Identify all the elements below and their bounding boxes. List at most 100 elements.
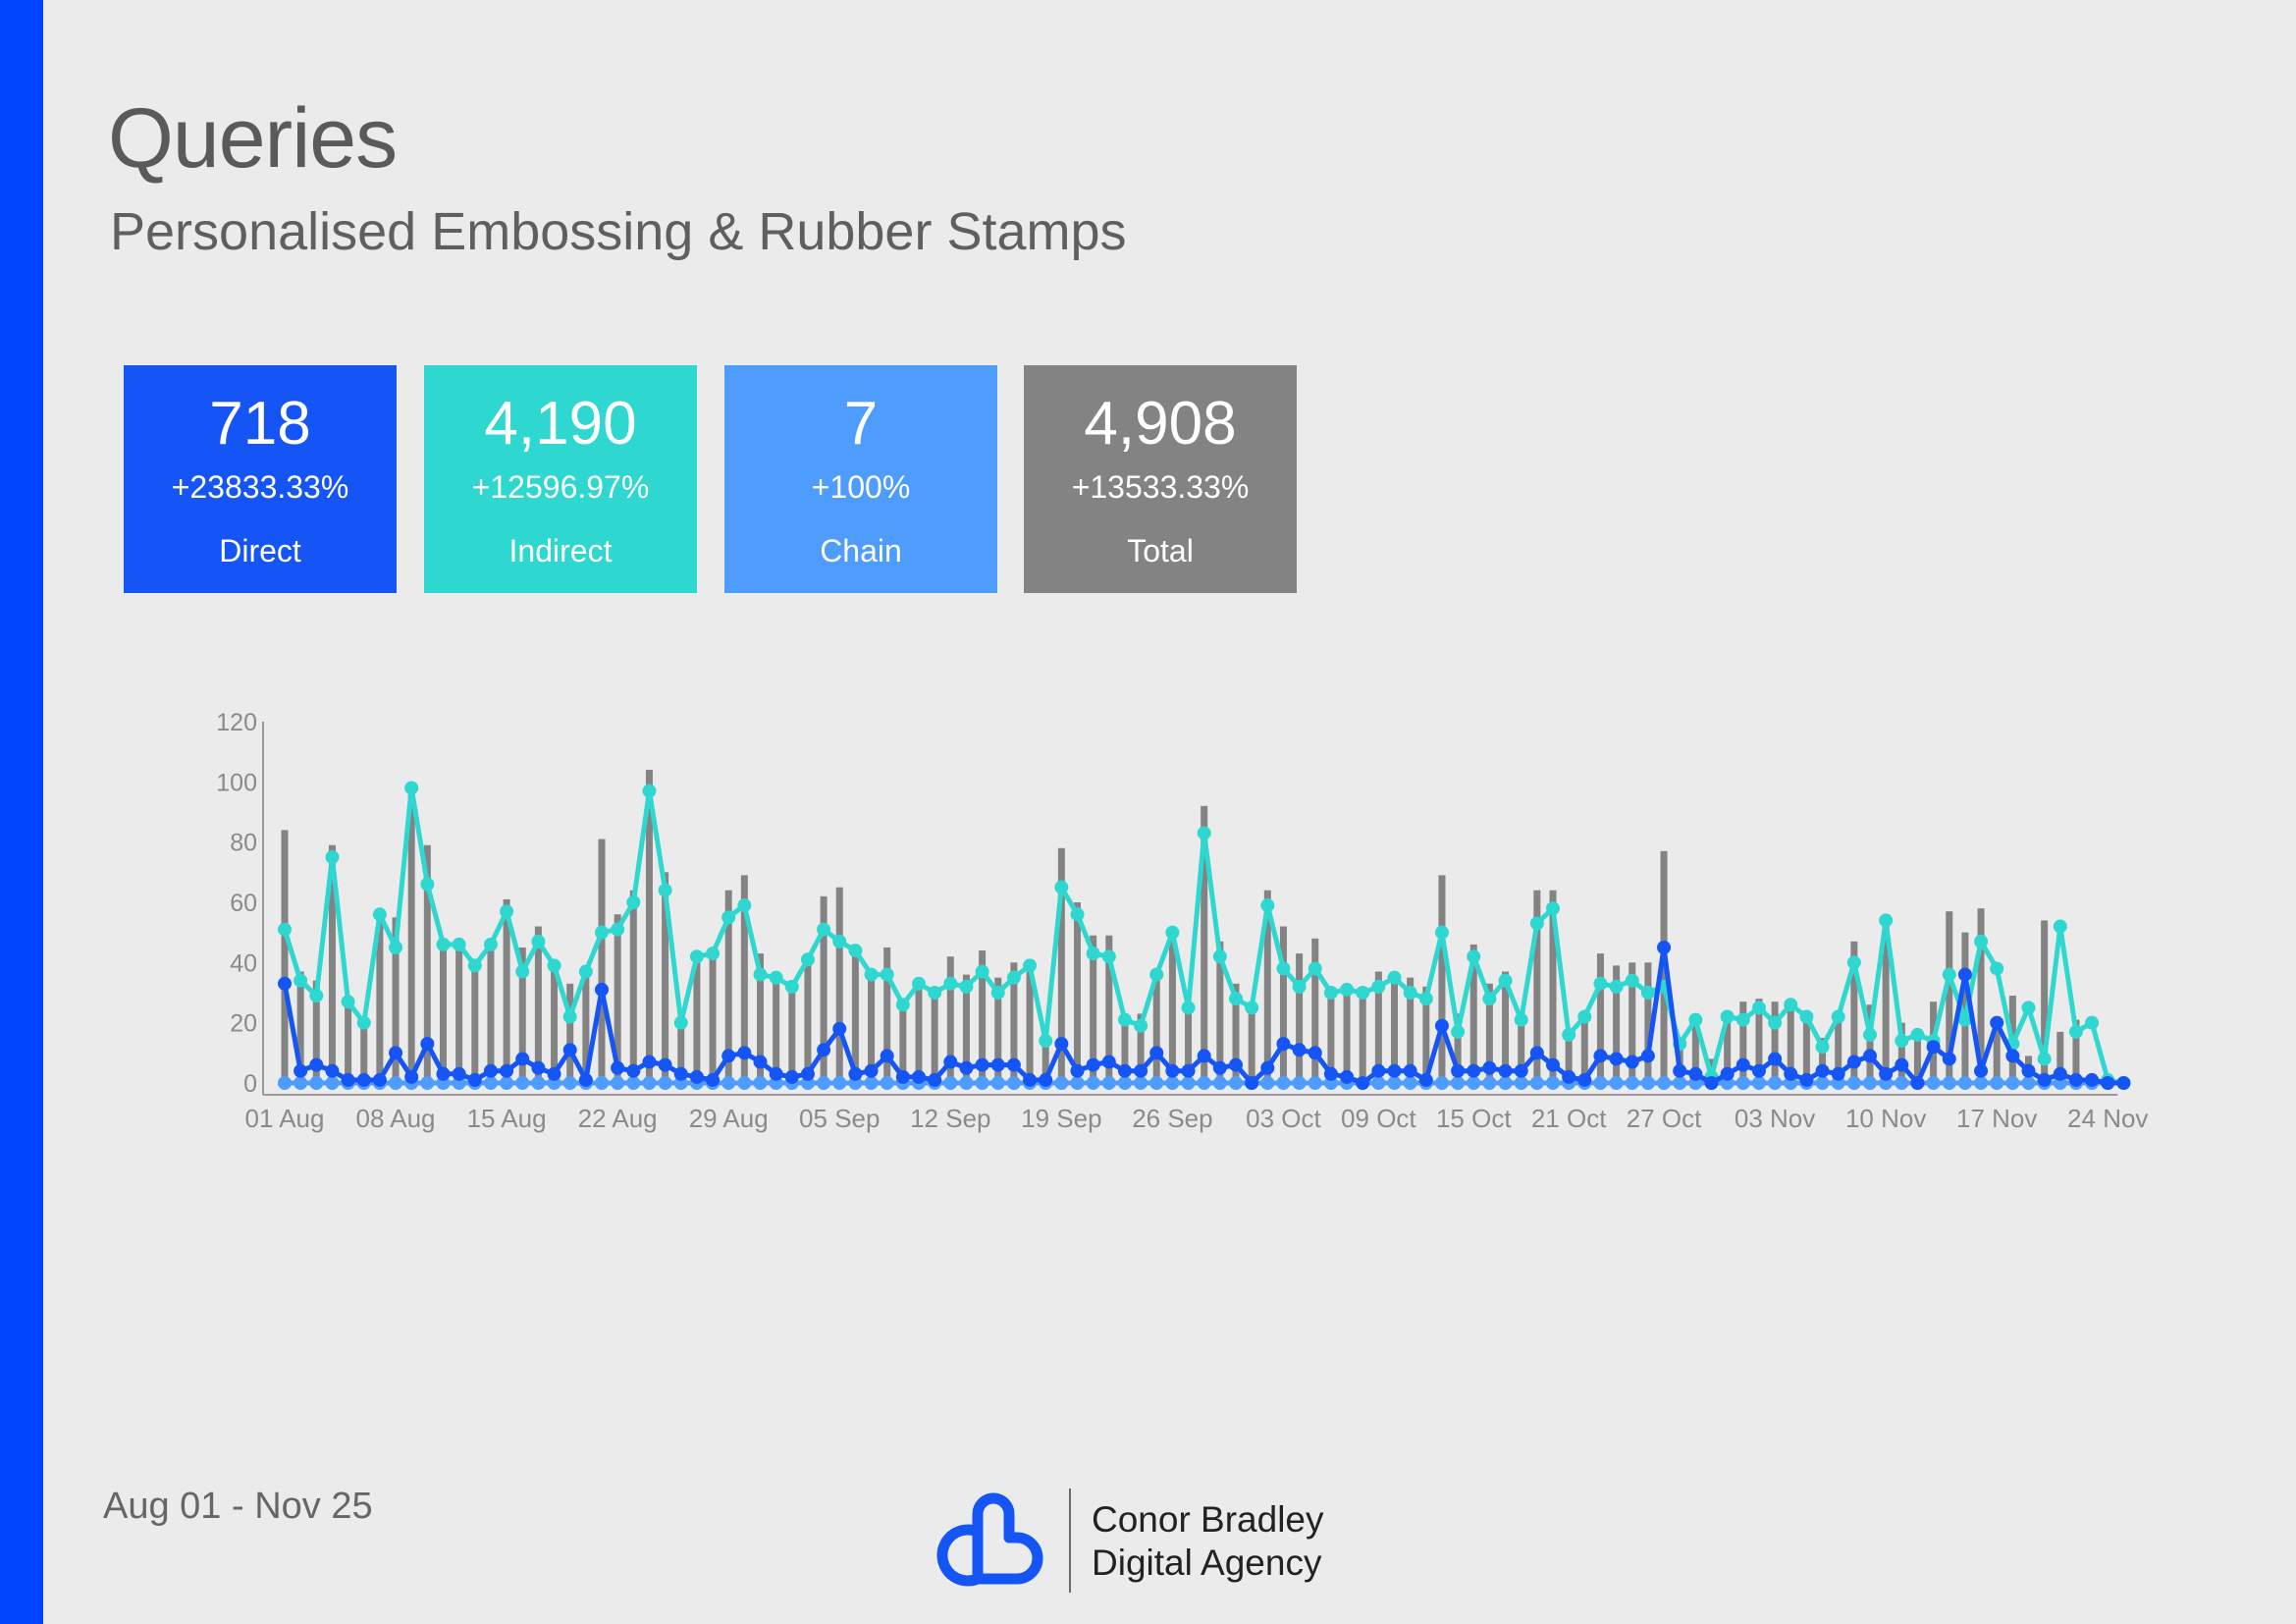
bar-total	[1835, 1013, 1842, 1083]
kpi-label: Chain	[820, 533, 902, 568]
point-indirect	[356, 1015, 371, 1030]
bar-total	[1391, 971, 1398, 1083]
y-tick-label: 80	[230, 830, 257, 857]
kpi-card-total: 4,908 +13533.33% Total	[1024, 365, 1297, 593]
point-chain	[990, 1076, 1005, 1090]
bar-total	[994, 977, 1002, 1083]
bar-total	[946, 956, 954, 1083]
point-chain	[1371, 1076, 1386, 1090]
accent-sidebar-bar	[0, 0, 43, 1624]
point-indirect	[1529, 916, 1544, 931]
point-direct	[1197, 1049, 1211, 1063]
point-direct	[1498, 1063, 1513, 1078]
point-direct	[1101, 1055, 1116, 1069]
point-direct	[1815, 1063, 1830, 1078]
point-indirect	[467, 958, 482, 973]
point-indirect	[1434, 925, 1449, 940]
point-indirect	[1165, 925, 1180, 940]
point-indirect	[1546, 901, 1560, 916]
point-indirect	[1879, 913, 1894, 928]
y-tick-label: 100	[216, 769, 257, 796]
bar-total	[1549, 890, 1557, 1083]
point-indirect	[372, 907, 387, 922]
bar-total	[1565, 1028, 1573, 1083]
point-chain	[1434, 1076, 1449, 1090]
point-direct	[2085, 1072, 2100, 1087]
point-indirect	[595, 925, 609, 940]
bar-total	[1374, 971, 1382, 1083]
x-tick-label: 15 Oct	[1436, 1104, 1512, 1133]
point-chain	[1006, 1076, 1021, 1090]
point-indirect	[1942, 967, 1956, 982]
point-direct	[1371, 1063, 1386, 1078]
bar-total	[804, 956, 812, 1083]
point-indirect	[1831, 1009, 1845, 1024]
point-indirect	[1768, 1015, 1783, 1030]
bar-total	[1074, 902, 1081, 1083]
point-indirect	[1212, 949, 1227, 964]
point-chain	[1957, 1076, 1972, 1090]
point-indirect	[2085, 1015, 2100, 1030]
point-indirect	[848, 944, 863, 958]
point-direct	[880, 1049, 894, 1063]
bar-total	[979, 950, 987, 1083]
point-direct	[1957, 967, 1972, 982]
x-tick-label: 09 Oct	[1341, 1104, 1416, 1133]
point-chain	[642, 1076, 657, 1090]
point-chain	[975, 1076, 989, 1090]
x-tick-label: 26 Sep	[1132, 1104, 1212, 1133]
point-indirect	[832, 934, 847, 948]
bar-total	[1026, 959, 1034, 1083]
point-direct	[1799, 1072, 1814, 1087]
point-indirect	[1609, 979, 1624, 994]
bar-total	[1850, 941, 1858, 1083]
point-chain	[1482, 1076, 1497, 1090]
point-direct	[1846, 1055, 1861, 1069]
point-direct	[500, 1063, 514, 1078]
point-indirect	[990, 986, 1005, 1000]
point-direct	[1134, 1063, 1148, 1078]
point-direct	[1625, 1055, 1639, 1069]
kpi-value: 718	[209, 390, 311, 458]
point-indirect	[1229, 992, 1243, 1006]
point-chain	[1895, 1076, 1909, 1090]
point-chain	[1276, 1076, 1291, 1090]
x-tick-label: 22 Aug	[578, 1104, 658, 1133]
point-indirect	[500, 904, 514, 919]
point-direct	[658, 1057, 672, 1072]
point-chain	[1212, 1076, 1227, 1090]
bar-total	[883, 947, 891, 1083]
point-indirect	[2068, 1024, 2083, 1039]
point-indirect	[562, 1009, 577, 1024]
point-indirect	[943, 976, 958, 991]
bar-total	[1946, 911, 1953, 1083]
x-tick-label: 10 Nov	[1845, 1104, 1926, 1133]
point-indirect	[800, 952, 815, 967]
point-direct	[2005, 1049, 2020, 1063]
kpi-change: +13533.33%	[1071, 469, 1250, 505]
point-chain	[1181, 1076, 1196, 1090]
point-chain	[1149, 1076, 1164, 1090]
point-direct	[1974, 1063, 1989, 1078]
point-direct	[562, 1043, 577, 1057]
point-indirect	[1149, 967, 1164, 982]
point-direct	[309, 1057, 324, 1072]
bar-total	[566, 983, 574, 1083]
bar-total	[2056, 1031, 2064, 1083]
point-chain	[1640, 1076, 1655, 1090]
bar-total	[1613, 965, 1621, 1083]
y-tick-label: 20	[230, 1010, 257, 1038]
point-direct	[769, 1066, 783, 1081]
point-chain	[1292, 1076, 1307, 1090]
point-direct	[325, 1063, 340, 1078]
kpi-change: +12596.97%	[471, 469, 650, 505]
kpi-value: 7	[843, 390, 879, 458]
point-direct	[2101, 1076, 2115, 1090]
bar-total	[1263, 890, 1271, 1083]
point-direct	[1434, 1018, 1449, 1033]
kpi-change: +100%	[811, 469, 911, 505]
kpi-card-chain: 7 +100% Chain	[724, 365, 997, 593]
x-tick-label: 01 Aug	[245, 1104, 325, 1133]
bar-total	[1739, 1001, 1747, 1083]
point-indirect	[278, 922, 292, 937]
